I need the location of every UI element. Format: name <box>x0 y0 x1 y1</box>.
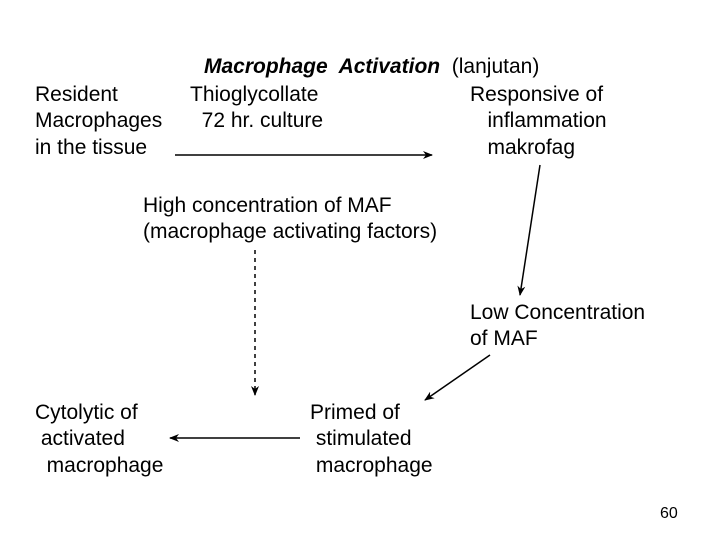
node-primed: Primed of stimulated macrophage <box>310 400 433 479</box>
arrow-responsive-to-lowmaf <box>520 165 540 295</box>
title-rest: (lanjutan) <box>440 55 539 78</box>
node-high-maf: High concentration of MAF (macrophage ac… <box>143 193 437 246</box>
node-low-maf: Low Concentration of MAF <box>470 300 645 353</box>
node-resident: Resident Macrophages in the tissue <box>35 82 162 161</box>
node-thioglycollate: Thioglycollate 72 hr. culture <box>190 82 323 135</box>
page-number: 60 <box>660 505 678 523</box>
arrow-lowmaf-to-primed <box>425 355 490 400</box>
diagram-stage: Macrophage Activation (lanjutan) Residen… <box>0 0 720 540</box>
node-cytolytic: Cytolytic of activated macrophage <box>35 400 163 479</box>
title-bold: Macrophage Activation <box>204 55 440 78</box>
node-responsive: Responsive of inflammation makrofag <box>470 82 607 161</box>
